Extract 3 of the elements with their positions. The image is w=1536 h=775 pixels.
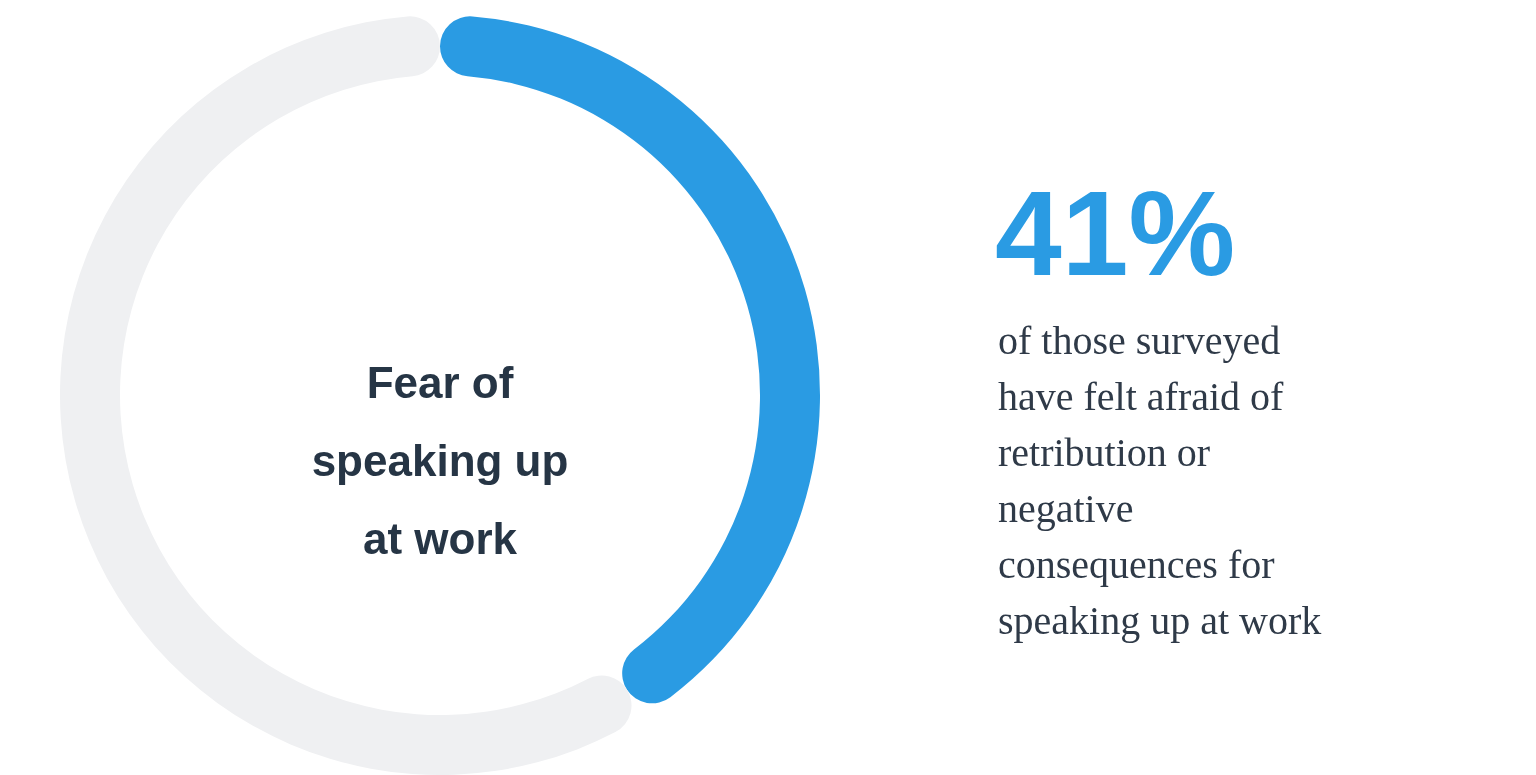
text: Fear of speaking up at work <box>311 358 569 563</box>
data-label: 41% <box>995 166 1236 300</box>
text: of those surveyed have felt afraid of retribution or negative consequences for speaking up at work <box>998 318 1322 643</box>
